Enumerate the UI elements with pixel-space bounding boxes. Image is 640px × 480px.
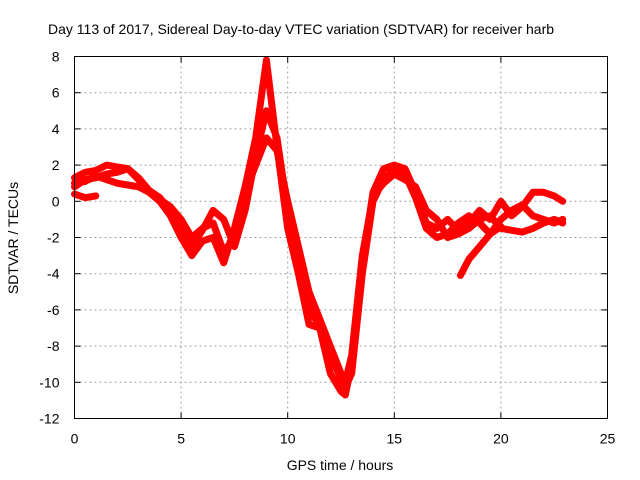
y-tick-label: 4 [52,121,60,137]
y-tick-label: -12 [39,411,59,427]
x-tick-label: 10 [280,431,296,447]
label-layer: 0 5 10 15 20 25 -12 -10 -8 -6 -4 -2 0 2 4 6 8 [39,49,615,447]
y-tick-label: 6 [52,85,60,101]
series-line-s4 [71,190,100,202]
x-tick-label: 20 [493,431,509,447]
x-tick-label: 0 [71,431,79,447]
y-tick-label: -10 [39,374,59,390]
y-axis-title: SDTVAR / TECUs [5,182,21,294]
series-line-s1 [71,56,567,399]
series-line-s3 [71,134,567,386]
x-tick-label: 5 [177,431,185,447]
series-line-s2 [71,107,567,392]
y-tick-label: 0 [52,193,60,209]
series-line-s5 [456,223,505,279]
chart-title: Day 113 of 2017, Sidereal Day-to-day VTE… [48,21,554,37]
x-tick-label: 15 [387,431,403,447]
series-layer [71,56,567,399]
y-tick-label: 8 [52,49,60,65]
y-tick-label: -8 [47,338,60,354]
y-tick-label: -2 [47,230,60,246]
x-axis-title: GPS time / hours [287,457,394,473]
tick-layer [74,56,608,419]
y-tick-label: 2 [52,157,60,173]
y-tick-label: -4 [47,266,60,282]
x-tick-label: 25 [600,431,616,447]
y-tick-label: -6 [47,302,60,318]
